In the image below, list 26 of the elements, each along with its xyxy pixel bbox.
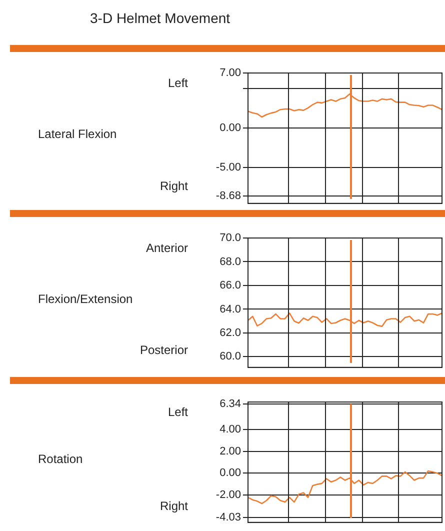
y-tick-label: 62.0 <box>220 327 241 340</box>
y-tick-label: -2.00 <box>216 489 241 502</box>
y-tick-label: 64.0 <box>220 303 241 316</box>
y-tick-label: 4.00 <box>220 423 241 436</box>
chart-title: 3-D Helmet Movement <box>90 10 230 26</box>
text: Right <box>160 499 188 513</box>
y-tick-label: -5.00 <box>216 161 241 174</box>
text: Left <box>168 76 188 90</box>
text: Right <box>160 179 188 193</box>
y-tick-label: 68.0 <box>220 256 241 268</box>
y-tick-label: -4.03 <box>216 511 241 524</box>
y-tick-label: 2.00 <box>220 445 241 458</box>
y-axis-title: Flexion/Extension <box>38 292 133 306</box>
y-tick-label: 6.34 <box>220 398 241 410</box>
y-tick-label: 60.0 <box>220 350 241 363</box>
text: Left <box>168 405 188 419</box>
text: Posterior <box>140 343 188 357</box>
y-tick-label: 7.00 <box>220 67 241 80</box>
y-axis-title: Rotation <box>38 452 83 466</box>
y-tick-label: 0.00 <box>220 467 241 480</box>
y-axis-title: Lateral Flexion <box>38 127 117 141</box>
y-tick-label: -8.68 <box>216 190 241 202</box>
y-tick-label: 66.0 <box>220 280 241 292</box>
y-tick-label: 0.00 <box>220 122 241 134</box>
y-tick-label: 70.0 <box>220 232 241 244</box>
text: Anterior <box>146 241 188 255</box>
